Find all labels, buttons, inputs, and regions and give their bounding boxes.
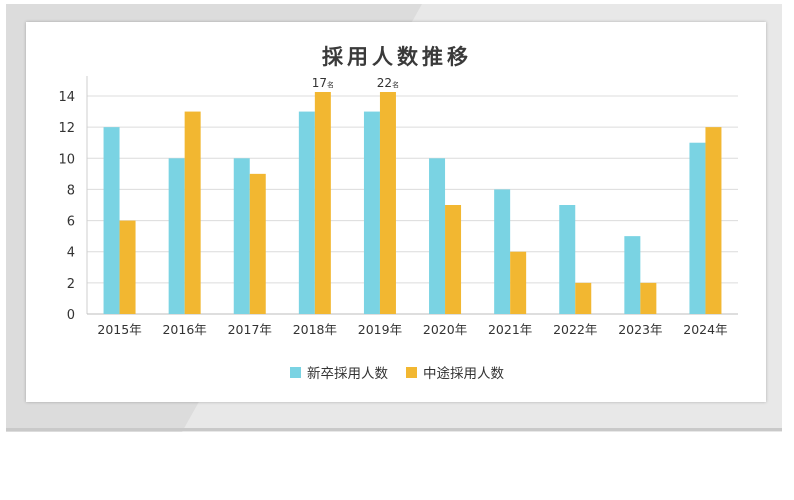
bar-mid-career: [119, 220, 136, 314]
bar-new-grad: [494, 189, 511, 314]
x-tick-label: 2022年: [553, 322, 597, 337]
legend-swatch-mid-career: [406, 366, 417, 378]
x-tick-label: 2016年: [162, 322, 206, 337]
legend-swatch-new-grad: [290, 366, 301, 378]
bar-new-grad: [233, 158, 250, 314]
frame-bottom-line: [6, 428, 782, 431]
x-tick-label: 2018年: [293, 322, 337, 337]
y-tick-label: 2: [67, 277, 75, 292]
data-label-value: 22: [377, 76, 392, 90]
y-tick-label: 4: [67, 246, 75, 261]
chart-panel: [26, 22, 766, 402]
data-label-unit: 名: [392, 80, 399, 89]
bar-mid-career: [314, 92, 331, 314]
x-tick-label: 2019年: [358, 322, 402, 337]
y-tick-label: 10: [58, 152, 75, 167]
bar-mid-career: [184, 111, 201, 314]
x-tick-label: 2020年: [423, 322, 467, 337]
y-tick-label: 0: [67, 308, 75, 323]
chart-title: 採用人数推移: [322, 45, 472, 69]
bar-mid-career: [379, 92, 396, 314]
data-label-unit: 名: [327, 80, 334, 89]
legend-item-mid-career: 中途採用人数: [406, 362, 504, 382]
bar-mid-career: [640, 282, 657, 314]
bar-mid-career: [445, 205, 462, 314]
x-tick-label: 2024年: [683, 322, 727, 337]
bar-mid-career: [249, 173, 266, 314]
y-tick-label: 8: [67, 183, 75, 198]
legend-label-new-grad: 新卒採用人数: [307, 366, 388, 382]
x-tick-label: 2023年: [618, 322, 662, 337]
bar-new-grad: [363, 111, 380, 314]
y-tick-label: 6: [67, 215, 75, 230]
data-label: 17名: [312, 76, 334, 90]
y-tick-label: 12: [58, 121, 75, 136]
legend-label-mid-career: 中途採用人数: [423, 366, 504, 382]
bar-new-grad: [298, 111, 315, 314]
data-label-value: 17: [312, 76, 327, 90]
y-tick-label: 14: [58, 90, 75, 105]
x-tick-label: 2015年: [97, 322, 141, 337]
bar-mid-career: [705, 127, 722, 315]
legend-item-new-grad: 新卒採用人数: [290, 362, 388, 382]
bar-mid-career: [575, 282, 592, 314]
x-tick-label: 2021年: [488, 322, 532, 337]
bar-mid-career: [510, 251, 527, 314]
bar-new-grad: [103, 127, 120, 315]
bar-new-grad: [689, 142, 706, 314]
data-label: 22名: [377, 76, 399, 90]
bar-new-grad: [429, 158, 446, 314]
bar-new-grad: [559, 205, 576, 314]
bar-new-grad: [624, 236, 641, 314]
bar-new-grad: [168, 158, 185, 314]
x-tick-label: 2017年: [228, 322, 272, 337]
legend: 新卒採用人数 中途採用人数: [0, 362, 794, 382]
